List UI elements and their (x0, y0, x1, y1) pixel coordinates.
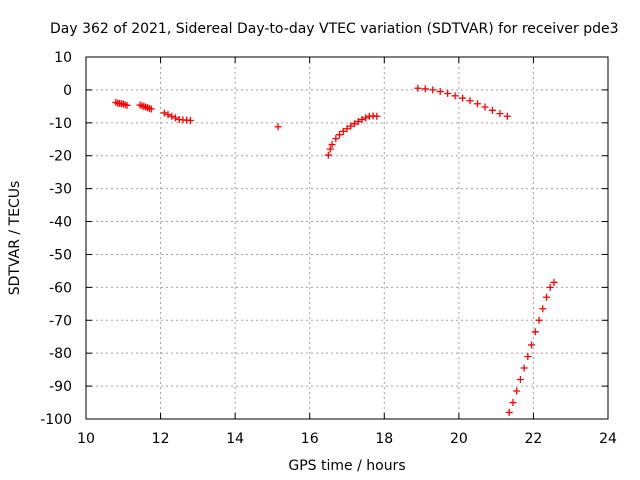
x-tick-label: 12 (152, 431, 170, 447)
data-point (535, 316, 543, 324)
y-tick-label: -80 (49, 346, 72, 362)
data-point (436, 88, 444, 96)
y-tick-label: -10 (49, 116, 72, 132)
data-point (186, 117, 194, 125)
data-point (531, 328, 539, 336)
data-point (444, 90, 452, 98)
series-arc-7 (505, 278, 558, 416)
data-point (171, 114, 179, 122)
plot-frame (85, 56, 609, 420)
data-point (474, 100, 481, 108)
axis-ticks: 10 12 14 16 18 20 22 24 10 0 -10 -20 -30 -40 -50 -60 -70… (40, 50, 617, 447)
y-tick-label: -90 (49, 379, 72, 395)
data-point (160, 109, 168, 117)
y-tick-label: 0 (63, 83, 72, 99)
y-tick-label: -40 (49, 215, 72, 231)
data-point (524, 352, 532, 360)
y-tick-label: 10 (54, 50, 72, 66)
series-arc-3 (160, 109, 194, 125)
x-tick-label: 20 (450, 431, 468, 447)
data-point (466, 97, 474, 105)
data-point (505, 408, 513, 416)
x-tick-label: 16 (301, 431, 319, 447)
data-point (347, 122, 355, 130)
data-point (513, 387, 521, 395)
data-point (339, 127, 347, 135)
grid (86, 57, 608, 419)
data-point (332, 135, 340, 143)
data-point (168, 112, 176, 120)
x-tick-label: 18 (375, 431, 393, 447)
data-point (354, 118, 362, 126)
x-tick-label: 10 (77, 431, 95, 447)
data-point (274, 123, 282, 131)
data-point (550, 278, 558, 286)
data-point (459, 94, 467, 102)
data-point (164, 111, 172, 119)
y-tick-label: -100 (40, 412, 72, 428)
data-point (362, 114, 370, 122)
y-tick-label: -30 (49, 182, 72, 198)
y-tick-label: -20 (49, 149, 72, 165)
data-point (451, 92, 459, 100)
x-tick-label: 24 (599, 431, 617, 447)
data-point (123, 101, 131, 109)
data-point (326, 145, 334, 153)
data-point (516, 376, 524, 384)
data-point (509, 399, 517, 407)
series-arc-6 (414, 84, 511, 120)
data-point (520, 364, 528, 372)
data-point (328, 141, 336, 149)
data-point (539, 305, 547, 313)
series-arc-5 (324, 112, 381, 159)
series-arc-1 (112, 98, 131, 109)
data-point (343, 125, 351, 133)
y-tick-label: -70 (49, 313, 72, 329)
x-tick-label: 14 (226, 431, 244, 447)
series-arc-4 (274, 123, 282, 131)
data-point (528, 341, 536, 349)
y-axis-label: SDTVAR / TECUs (7, 181, 23, 296)
data-point (481, 103, 489, 111)
data-point (421, 85, 429, 93)
data-point (488, 106, 496, 114)
data-point (542, 293, 550, 301)
data-point (414, 84, 422, 92)
data-point (496, 110, 504, 118)
data-point (147, 105, 155, 113)
chart-title: Day 362 of 2021, Sidereal Day-to-day VTE… (50, 21, 619, 37)
data-point (350, 120, 358, 128)
series-arc-2 (136, 101, 155, 113)
y-tick-label: -60 (49, 280, 72, 296)
data-point (324, 151, 332, 159)
y-tick-label: -50 (49, 247, 72, 263)
data-point (503, 112, 511, 120)
data-point (429, 86, 437, 94)
data-points (112, 84, 558, 416)
data-point (336, 131, 344, 139)
data-point (358, 116, 366, 124)
x-axis-label: GPS time / hours (288, 458, 405, 474)
data-point (373, 112, 381, 120)
data-point (546, 283, 554, 291)
x-tick-label: 22 (525, 431, 543, 447)
